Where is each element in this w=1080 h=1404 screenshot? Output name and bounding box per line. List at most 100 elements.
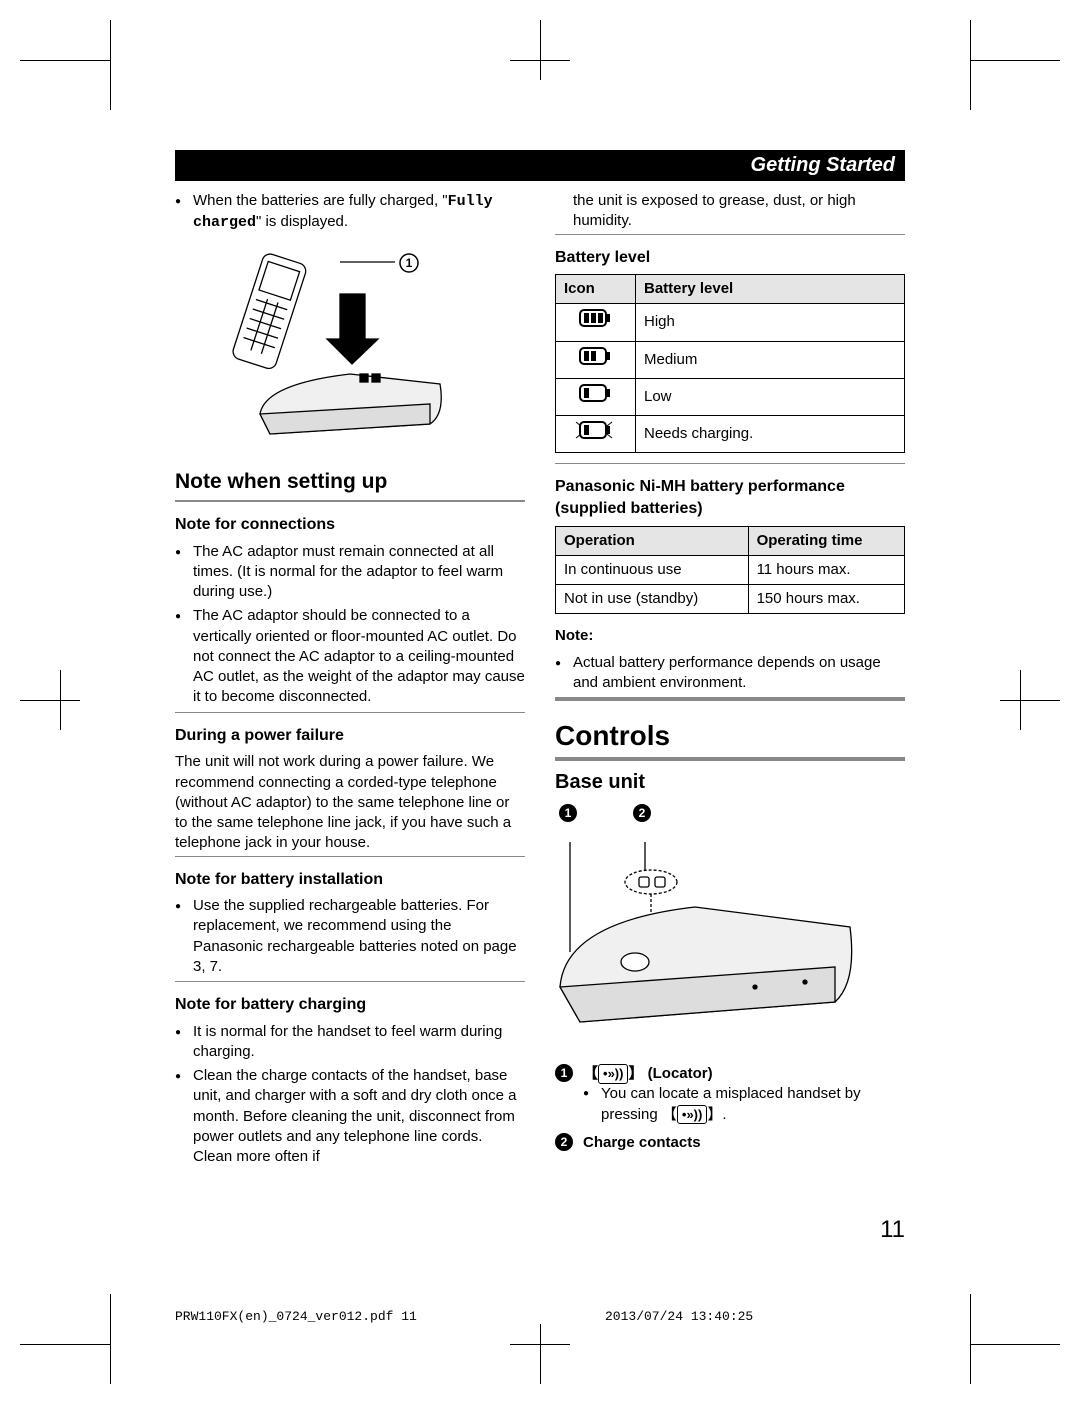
crop-mark bbox=[970, 20, 971, 110]
text: " is displayed. bbox=[256, 213, 348, 230]
battery-install-list: Use the supplied rechargeable batteries.… bbox=[175, 896, 525, 977]
connections-list: The AC adaptor must remain connected at … bbox=[175, 542, 525, 708]
note-label: Note: bbox=[555, 626, 905, 646]
controls-heading: Controls bbox=[555, 717, 905, 755]
list-item: Actual battery performance depends on us… bbox=[555, 653, 905, 694]
control-body: 【•»))】 (Locator) You can locate a mispla… bbox=[583, 1064, 905, 1129]
th-icon: Icon bbox=[556, 275, 636, 304]
table-row: Not in use (standby) 150 hours max. bbox=[556, 585, 905, 614]
battery-install-heading: Note for battery installation bbox=[175, 869, 525, 891]
column-left: When the batteries are fully charged, "F… bbox=[175, 191, 525, 1171]
heavy-rule bbox=[555, 697, 905, 701]
controls-list: 1 【•»))】 (Locator) You can locate a misp… bbox=[555, 1064, 905, 1153]
table-row: Medium bbox=[556, 341, 905, 378]
footer-stamp: 2013/07/24 13:40:25 bbox=[475, 1309, 905, 1324]
battery-label-cell: High bbox=[636, 304, 905, 341]
section-header-title: Getting Started bbox=[751, 154, 895, 176]
table-row: Needs charging. bbox=[556, 416, 905, 453]
th-level: Battery level bbox=[636, 275, 905, 304]
thin-rule bbox=[175, 856, 525, 857]
list-item: Clean the charge contacts of the handset… bbox=[175, 1066, 525, 1167]
time-cell: 11 hours max. bbox=[748, 555, 904, 584]
callout-black-icon: 2 bbox=[555, 1133, 573, 1151]
callout-black-1: 1 bbox=[559, 804, 577, 822]
battery-icon-cell bbox=[556, 416, 636, 453]
crop-mark bbox=[110, 1294, 111, 1384]
list-item: Use the supplied rechargeable batteries.… bbox=[175, 896, 525, 977]
op-cell: In continuous use bbox=[556, 555, 749, 584]
time-cell: 150 hours max. bbox=[748, 585, 904, 614]
base-unit-illustration bbox=[555, 832, 905, 1048]
heavy-rule bbox=[555, 757, 905, 761]
text: When the batteries are fully charged, " bbox=[193, 192, 448, 209]
two-column-layout: When the batteries are fully charged, "F… bbox=[175, 191, 905, 1171]
text: You can locate a misplaced handset by pr… bbox=[601, 1085, 861, 1122]
control-label: (Locator) bbox=[648, 1065, 713, 1082]
locator-icon: •»)) bbox=[598, 1064, 628, 1084]
battery-charging-heading: Note for battery charging bbox=[175, 994, 525, 1016]
connections-heading: Note for connections bbox=[175, 514, 525, 536]
section-rule bbox=[175, 500, 525, 502]
control-label: Charge contacts bbox=[583, 1134, 701, 1151]
continuation-text: the unit is exposed to grease, dust, or … bbox=[555, 191, 905, 232]
battery-charging-list: It is normal for the handset to feel war… bbox=[175, 1022, 525, 1168]
battery-icon-cell bbox=[556, 304, 636, 341]
table-header-row: Operation Operating time bbox=[556, 526, 905, 555]
control-sublist: You can locate a misplaced handset by pr… bbox=[583, 1084, 905, 1125]
section-header: Getting Started bbox=[175, 150, 905, 181]
control-item-1: 1 【•»))】 (Locator) You can locate a misp… bbox=[555, 1064, 905, 1129]
text: . bbox=[722, 1106, 726, 1123]
callout-black-icon: 1 bbox=[555, 1064, 573, 1082]
page: Getting Started When the batteries are f… bbox=[0, 0, 1080, 1404]
battery-label-cell: Low bbox=[636, 378, 905, 415]
performance-note-list: Actual battery performance depends on us… bbox=[555, 653, 905, 694]
battery-icon-cell bbox=[556, 378, 636, 415]
power-failure-heading: During a power failure bbox=[175, 725, 525, 747]
thin-rule bbox=[555, 463, 905, 464]
crop-mark bbox=[540, 20, 541, 80]
battery-level-table: Icon Battery level High Medium Low bbox=[555, 274, 905, 453]
battery-label-cell: Needs charging. bbox=[636, 416, 905, 453]
op-cell: Not in use (standby) bbox=[556, 585, 749, 614]
table-row: Low bbox=[556, 378, 905, 415]
crop-mark bbox=[540, 1324, 541, 1384]
th-time: Operating time bbox=[748, 526, 904, 555]
base-unit-heading: Base unit bbox=[555, 769, 905, 796]
crop-mark bbox=[510, 60, 570, 61]
page-number: 11 bbox=[880, 1216, 905, 1244]
callout-black-2: 2 bbox=[633, 804, 651, 822]
crop-mark bbox=[510, 1344, 570, 1345]
battery-level-heading: Battery level bbox=[555, 247, 905, 269]
list-item: The AC adaptor should be connected to a … bbox=[175, 606, 525, 707]
performance-heading: Panasonic Ni-MH battery performance (sup… bbox=[555, 476, 905, 519]
crop-mark bbox=[110, 20, 111, 110]
intro-bullet: When the batteries are fully charged, "F… bbox=[175, 191, 525, 234]
battery-icon-cell bbox=[556, 341, 636, 378]
list-item: You can locate a misplaced handset by pr… bbox=[583, 1084, 905, 1125]
control-item-2: 2 Charge contacts bbox=[555, 1133, 905, 1153]
th-operation: Operation bbox=[556, 526, 749, 555]
crop-mark bbox=[60, 670, 61, 730]
intro-bullet-list: When the batteries are fully charged, "F… bbox=[175, 191, 525, 234]
svg-text:1: 1 bbox=[406, 256, 413, 270]
handset-charger-illustration: 1 bbox=[175, 244, 525, 450]
crop-mark bbox=[1020, 670, 1021, 730]
battery-label-cell: Medium bbox=[636, 341, 905, 378]
list-item: The AC adaptor must remain connected at … bbox=[175, 542, 525, 603]
thin-rule bbox=[175, 981, 525, 982]
setup-heading: Note when setting up bbox=[175, 468, 525, 496]
crop-mark bbox=[20, 60, 110, 61]
table-row: High bbox=[556, 304, 905, 341]
control-body: Charge contacts bbox=[583, 1133, 905, 1153]
column-right: the unit is exposed to grease, dust, or … bbox=[555, 191, 905, 1171]
crop-mark bbox=[970, 1294, 971, 1384]
callouts-row: 1 2 bbox=[555, 804, 905, 822]
crop-mark bbox=[1000, 700, 1060, 701]
footer-file: PRW110FX(en)_0724_ver012.pdf 11 bbox=[175, 1309, 475, 1324]
crop-mark bbox=[20, 1344, 110, 1345]
thin-rule bbox=[175, 712, 525, 713]
content-area: Getting Started When the batteries are f… bbox=[175, 150, 905, 1204]
crop-mark bbox=[20, 700, 80, 701]
list-item: It is normal for the handset to feel war… bbox=[175, 1022, 525, 1063]
table-header-row: Icon Battery level bbox=[556, 275, 905, 304]
